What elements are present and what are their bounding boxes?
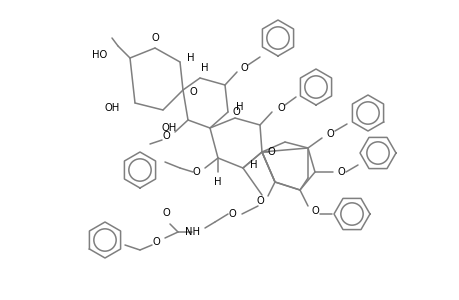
Text: OH: OH — [105, 103, 120, 113]
Text: H: H — [236, 102, 243, 112]
Text: H: H — [187, 53, 194, 63]
Text: O: O — [277, 103, 285, 113]
Text: O: O — [311, 206, 319, 216]
Text: O: O — [337, 167, 345, 177]
Text: O: O — [190, 87, 197, 97]
Text: NH: NH — [185, 227, 200, 237]
Text: O: O — [241, 63, 248, 73]
Text: O: O — [162, 208, 169, 218]
Text: H: H — [214, 177, 221, 187]
Text: H: H — [201, 63, 208, 73]
Text: HO: HO — [92, 50, 107, 60]
Text: O: O — [162, 131, 170, 141]
Text: H: H — [250, 160, 257, 170]
Text: OH: OH — [162, 123, 177, 133]
Text: O: O — [151, 33, 158, 43]
Text: O: O — [192, 167, 200, 177]
Text: O: O — [233, 107, 240, 117]
Text: O: O — [268, 147, 275, 157]
Text: O: O — [326, 129, 334, 139]
Text: O: O — [228, 209, 235, 219]
Text: O: O — [152, 237, 160, 247]
Text: O: O — [256, 196, 263, 206]
